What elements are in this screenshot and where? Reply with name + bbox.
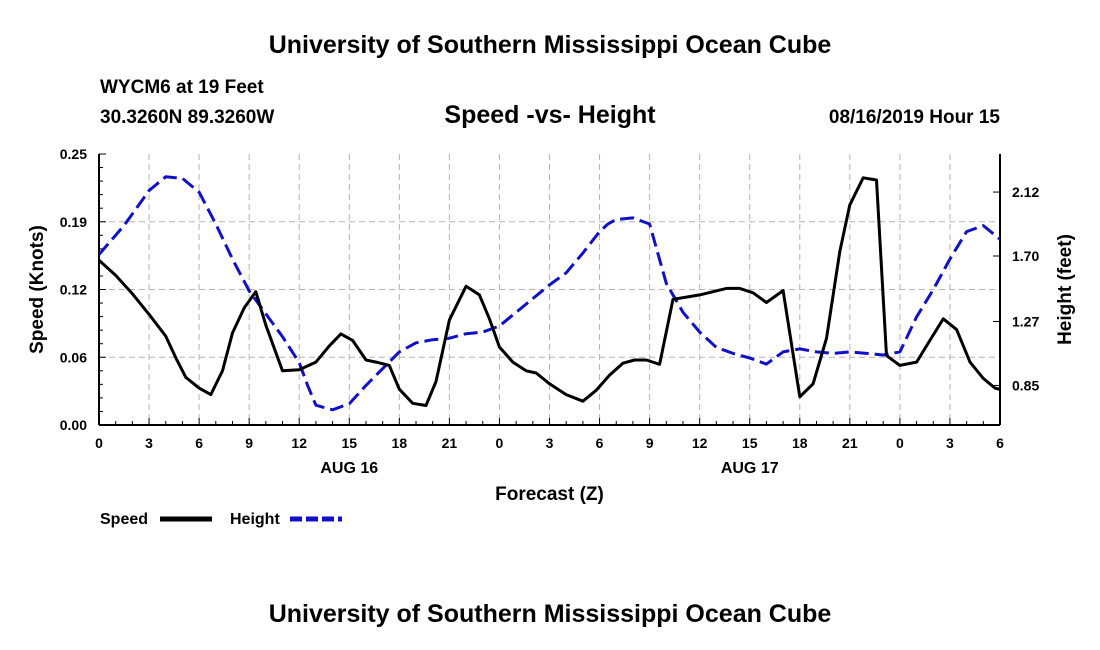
y-axis-title-left: Speed (Knots) — [27, 225, 48, 354]
left-tick-label: 0.19 — [60, 214, 87, 230]
height-series-line — [99, 175, 1000, 412]
left-tick-label: 0.12 — [60, 282, 87, 298]
x-tick-label: 15 — [742, 435, 758, 451]
x-tick-label: 18 — [792, 435, 808, 451]
x-tick-label: 15 — [341, 435, 357, 451]
speed-series-line — [99, 176, 1000, 407]
x-tick-label: 3 — [946, 435, 954, 451]
x-tick-label: 6 — [996, 435, 1004, 451]
x-tick-label: 18 — [392, 435, 408, 451]
x-tick-label: 21 — [442, 435, 458, 451]
x-tick-label: 0 — [896, 435, 904, 451]
x-tick-label: 9 — [646, 435, 654, 451]
date-label: AUG 16 — [320, 460, 378, 477]
right-tick-label: 1.70 — [1012, 248, 1039, 264]
right-tick-label: 1.27 — [1012, 313, 1039, 329]
left-tick-label: 0.00 — [60, 417, 87, 433]
left-tick-label: 0.06 — [60, 349, 87, 365]
x-tick-label: 12 — [291, 435, 307, 451]
footer-title: University of Southern Mississippi Ocean… — [268, 600, 832, 628]
x-tick-label: 3 — [145, 435, 153, 451]
legend-label-height: Height — [230, 511, 280, 528]
forecast-date: 08/16/2019 Hour 15 — [828, 107, 1000, 128]
y-axis-title-right: Height (feet) — [1055, 234, 1076, 345]
x-tick-label: 0 — [496, 435, 504, 451]
right-tick-label: 2.12 — [1012, 184, 1039, 200]
x-tick-label: 6 — [596, 435, 604, 451]
x-tick-label: 12 — [692, 435, 708, 451]
date-label: AUG 17 — [721, 460, 779, 477]
station-coords: 30.3260N 89.3260W — [100, 107, 275, 128]
page-title: University of Southern Mississippi Ocean… — [268, 31, 832, 59]
x-tick-label: 21 — [842, 435, 858, 451]
right-tick-label: 0.85 — [1012, 377, 1039, 393]
x-tick-label: 0 — [95, 435, 103, 451]
chart-title: Speed -vs- Height — [444, 101, 656, 129]
x-tick-label: 9 — [245, 435, 253, 451]
x-axis-title: Forecast (Z) — [495, 484, 604, 505]
left-tick-label: 0.25 — [60, 146, 87, 162]
x-tick-label: 3 — [546, 435, 554, 451]
legend-label-speed: Speed — [100, 511, 148, 528]
station-label: WYCM6 at 19 Feet — [100, 77, 264, 98]
x-tick-label: 6 — [195, 435, 203, 451]
